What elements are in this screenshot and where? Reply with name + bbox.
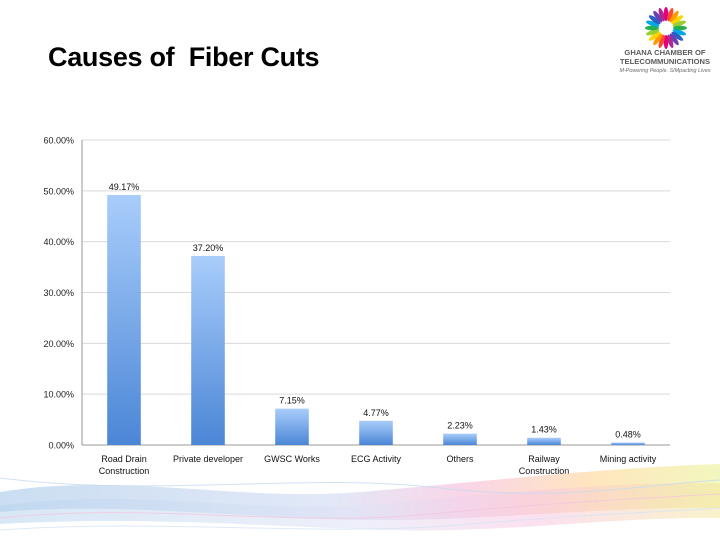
data-label: 2.23% <box>447 421 473 431</box>
decorative-wave-graphic <box>0 464 720 531</box>
y-axis-ticks: 0.00% 10.00% 20.00% 30.00% 40.00% 50.00% 60.00… <box>43 136 74 451</box>
slide-title: Causes of Fiber Cuts <box>48 42 320 72</box>
logo-tagline: M-Powering People. SIMpacting Lives <box>619 68 711 74</box>
logo-petal <box>672 20 687 27</box>
color-ring-logo-icon <box>645 7 687 49</box>
logo-petal <box>648 15 661 25</box>
logo-petal <box>648 31 661 41</box>
chamber-logo: GHANA CHAMBER OF TELECOMMUNICATIONS M-Po… <box>612 6 718 82</box>
logo-petal <box>645 25 659 31</box>
x-tick-label: Others <box>446 454 474 464</box>
y-tick-label: 10.00% <box>43 390 74 400</box>
y-tick-label: 30.00% <box>43 288 74 298</box>
x-tick-label: Construction <box>519 466 570 476</box>
logo-petal <box>658 34 665 49</box>
logo-petal <box>667 7 674 22</box>
logo-petal <box>673 25 687 31</box>
logo-petal <box>658 7 665 22</box>
bar <box>611 442 645 445</box>
bar <box>275 408 309 445</box>
logo-petal <box>672 29 687 36</box>
bar <box>443 433 477 445</box>
logo-name-line2: TELECOMMUNICATIONS <box>619 56 711 66</box>
logo-petal <box>645 29 660 36</box>
logo-petal <box>653 33 663 46</box>
x-tick-label: Railway <box>528 454 560 464</box>
data-label: 4.77% <box>363 408 389 418</box>
y-tick-label: 60.00% <box>43 136 74 146</box>
y-tick-label: 40.00% <box>43 237 74 247</box>
logo-petal <box>671 15 684 25</box>
y-tick-label: 50.00% <box>43 186 74 196</box>
bars <box>107 195 645 445</box>
logo-petal <box>667 34 674 49</box>
data-label: 49.17% <box>109 182 140 192</box>
bar <box>191 255 225 445</box>
data-label: 1.43% <box>531 425 557 435</box>
x-tick-label: Construction <box>99 466 150 476</box>
data-labels: 49.17% 37.20% 7.15% 4.77% 2.23% 1.43% 0.48% <box>109 182 641 440</box>
data-label: 37.20% <box>193 243 224 253</box>
x-tick-label: ECG Activity <box>351 454 402 464</box>
logo-petal <box>669 10 679 23</box>
logo-petal <box>663 7 669 21</box>
logo-petal <box>663 35 669 49</box>
logo-petal <box>645 20 660 27</box>
logo-name-line1: GHANA CHAMBER OF <box>624 48 706 57</box>
x-tick-label: Mining activity <box>600 454 657 464</box>
data-label: 0.48% <box>615 430 641 440</box>
y-tick-label: 20.00% <box>43 339 74 349</box>
bar <box>359 420 393 445</box>
y-tick-label: 0.00% <box>48 441 74 451</box>
logo-petal <box>653 10 663 23</box>
fiber-cuts-bar-chart: 0.00% 10.00% 20.00% 30.00% 40.00% 50.00% 60.00… <box>43 136 670 476</box>
x-axis-ticks: Road Drain Construction Private developer G… <box>99 454 657 476</box>
x-tick-label: Road Drain <box>101 454 147 464</box>
x-tick-label: GWSC Works <box>264 454 320 464</box>
logo-name: GHANA CHAMBER OF TELECOMMUNICATIONS <box>612 48 718 66</box>
data-label: 7.15% <box>279 396 305 406</box>
gridlines <box>81 139 670 446</box>
logo-petal <box>671 31 684 41</box>
x-tick-label: Private developer <box>173 454 243 464</box>
logo-petal <box>669 33 679 46</box>
bar <box>527 437 561 445</box>
bar <box>107 195 141 445</box>
